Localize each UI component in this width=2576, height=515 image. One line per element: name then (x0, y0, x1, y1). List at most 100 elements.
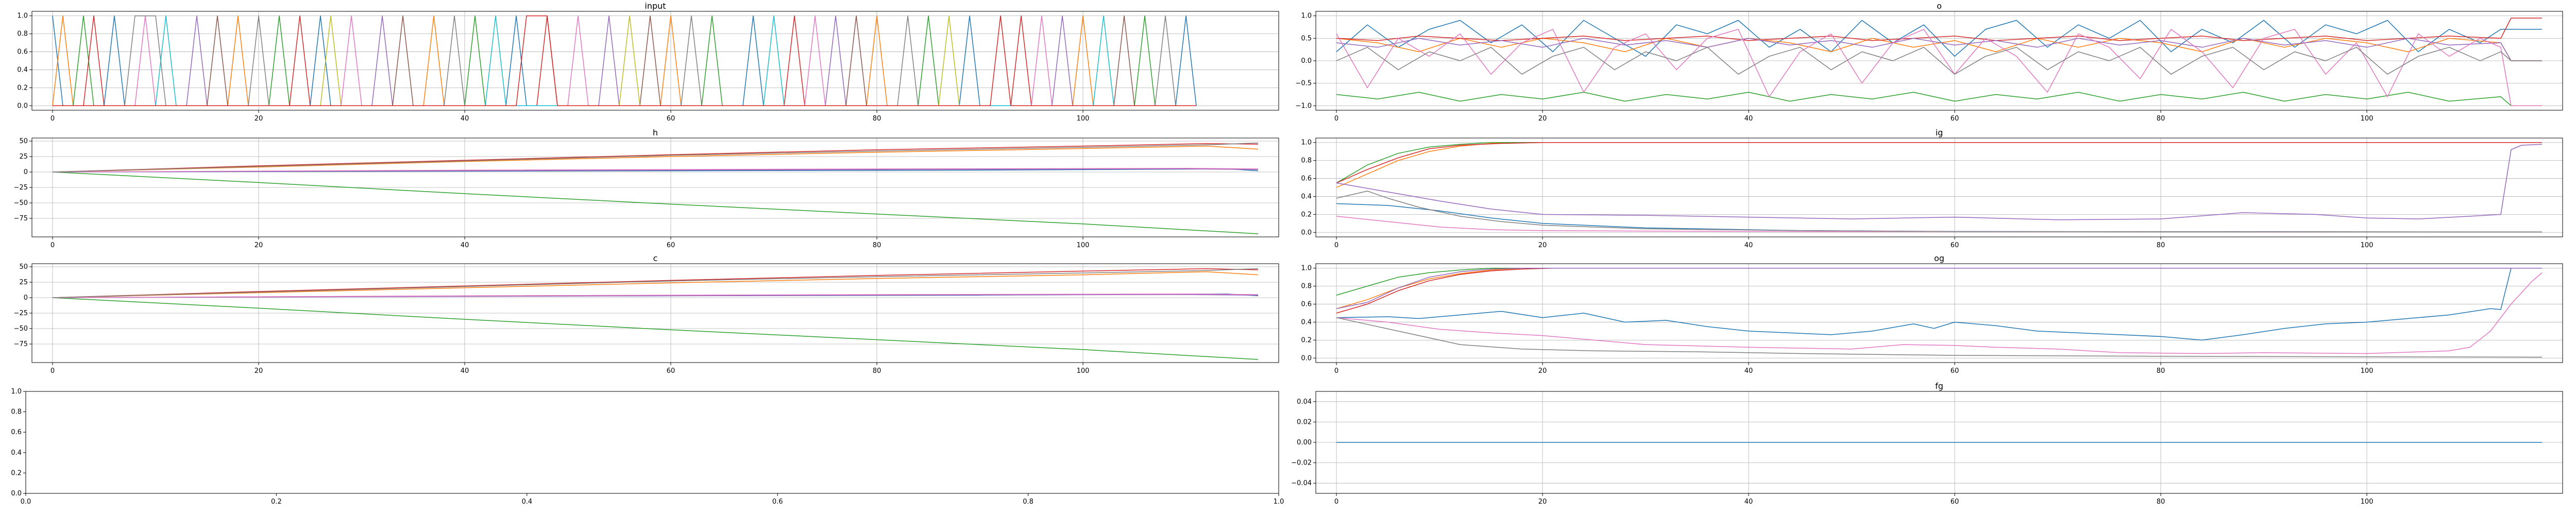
y-tick-label: 0.04 (1297, 398, 1312, 406)
series-line-ig-4 (1336, 144, 2543, 220)
x-tick-label: 60 (1951, 115, 1959, 123)
series-line-c-5 (52, 294, 1259, 298)
y-tick-label: 0.2 (1301, 211, 1312, 218)
series-line-h-6 (52, 142, 1259, 173)
x-tick-label: 40 (1744, 115, 1753, 123)
series-line-c-6 (52, 268, 1259, 298)
x-tick-label: 100 (1077, 367, 1090, 375)
series-line-og-4 (1336, 267, 2542, 310)
y-tick-label: 1.0 (11, 388, 22, 396)
y-tick-label: −0.5 (1295, 80, 1312, 88)
x-tick-label: 20 (255, 242, 263, 249)
series-line-h-5 (52, 168, 1259, 173)
subplot-h: 0 20 40 60 80 100 −75 −50 −25 0 25 50 h (14, 128, 1279, 249)
x-tick-label: 60 (1951, 498, 1959, 506)
y-tick-label: 1.0 (1301, 265, 1312, 272)
y-tick-label: 0.2 (17, 84, 28, 92)
x-tick-label: 0.4 (521, 498, 532, 506)
x-tick-label: 60 (667, 367, 675, 375)
y-tick-label: 0.0 (17, 102, 28, 110)
series-line-og-0 (1336, 267, 2542, 341)
series-line-ig-1 (1336, 142, 2542, 188)
x-tick-label: 100 (1077, 242, 1090, 249)
x-tick-label: 100 (2361, 242, 2374, 249)
subplot-input: 0 20 40 60 80 100 0.0 0.2 0.4 0.6 0.8 1.0 input (17, 1, 1279, 123)
subplot-fg: 0 20 40 60 80 100 −0.04 −0.02 0.00 0.02 0.04 fg (1291, 381, 2563, 506)
x-tick-label: 80 (2157, 242, 2165, 249)
x-tick-label: 20 (1538, 115, 1547, 123)
x-tick-label: 80 (2157, 498, 2165, 506)
axes-frame (1315, 138, 2563, 237)
axes-frame (25, 391, 1279, 494)
x-tick-label: 60 (667, 242, 675, 249)
axes-frame (31, 11, 1279, 111)
y-tick-label: 0.2 (1301, 336, 1312, 344)
axes-frame (1315, 263, 2563, 363)
y-tick-label: −0.02 (1291, 459, 1312, 467)
y-tick-label: −50 (14, 325, 28, 333)
series-line-input-6 (53, 15, 1196, 107)
series-line-h-3 (52, 143, 1259, 173)
y-tick-label: 0.6 (1301, 301, 1312, 308)
x-tick-label: 0 (1334, 367, 1338, 375)
series-line-o-1 (1336, 38, 2542, 61)
subplot-title: c (653, 253, 658, 263)
x-tick-label: 100 (1077, 115, 1090, 123)
series-line-og-5 (1336, 272, 2543, 354)
y-tick-label: 0.02 (1297, 418, 1312, 426)
y-tick-label: −25 (14, 184, 28, 192)
subplot-ig: 0 20 40 60 80 100 0.0 0.2 0.4 0.6 0.8 1.0 ig (1301, 128, 2563, 249)
y-tick-label: 50 (19, 263, 28, 271)
x-tick-label: 0.0 (21, 498, 31, 506)
y-tick-label: 25 (19, 153, 28, 161)
x-tick-label: 0.6 (772, 498, 783, 506)
y-tick-label: −0.04 (1291, 479, 1312, 487)
x-tick-label: 0 (1334, 498, 1338, 506)
x-tick-label: 100 (2361, 115, 2374, 123)
y-tick-label: 0.0 (1301, 229, 1312, 236)
series-line-og-6 (1336, 317, 2543, 358)
y-tick-label: 1.0 (1301, 12, 1312, 20)
y-tick-label: 0.6 (17, 48, 28, 56)
x-tick-label: 0 (1334, 115, 1338, 123)
subplot-c: 0 20 40 60 80 100 −75 −50 −25 0 25 50 c (14, 253, 1279, 375)
y-tick-label: 0.8 (11, 408, 22, 416)
y-tick-label: 1.0 (1301, 139, 1312, 147)
y-tick-label: 0.8 (1301, 157, 1312, 165)
series-line-h-2 (52, 171, 1259, 234)
series-line-o-6 (1336, 47, 2542, 75)
x-tick-label: 0.2 (271, 498, 282, 506)
series-line-input-5 (53, 15, 1196, 107)
series-line-ig-2 (1336, 142, 2542, 183)
x-tick-label: 20 (1538, 242, 1547, 249)
x-tick-label: 0.8 (1023, 498, 1033, 506)
series-line-input-8 (53, 15, 1196, 107)
subplot-title: ig (1936, 128, 1943, 138)
x-tick-label: 20 (255, 367, 263, 375)
y-tick-label: 0.00 (1297, 439, 1312, 447)
y-tick-label: 0.0 (1301, 354, 1312, 362)
y-tick-label: 0.8 (1301, 283, 1312, 290)
x-tick-label: 80 (873, 367, 882, 375)
x-tick-label: 20 (1538, 367, 1547, 375)
y-tick-label: 50 (19, 138, 28, 145)
series-line-h-1 (52, 145, 1259, 173)
series-line-og-1 (1336, 267, 2542, 310)
x-tick-label: 60 (1951, 367, 1959, 375)
y-tick-label: 0.0 (1301, 57, 1312, 65)
y-tick-label: 0.4 (11, 449, 22, 457)
x-tick-label: 20 (1538, 498, 1547, 506)
x-tick-label: 40 (1744, 498, 1753, 506)
x-tick-label: 100 (2361, 367, 2374, 375)
y-tick-label: 0.4 (1301, 318, 1312, 326)
x-tick-label: 40 (461, 115, 469, 123)
y-tick-label: −1.0 (1295, 102, 1312, 110)
x-tick-label: 40 (461, 367, 469, 375)
x-tick-label: 80 (873, 242, 882, 249)
x-tick-label: 20 (255, 115, 263, 123)
x-tick-label: 80 (2157, 367, 2165, 375)
y-tick-label: 0.5 (1301, 35, 1312, 42)
x-tick-label: 60 (1951, 242, 1959, 249)
series-line-c-4 (52, 294, 1259, 298)
